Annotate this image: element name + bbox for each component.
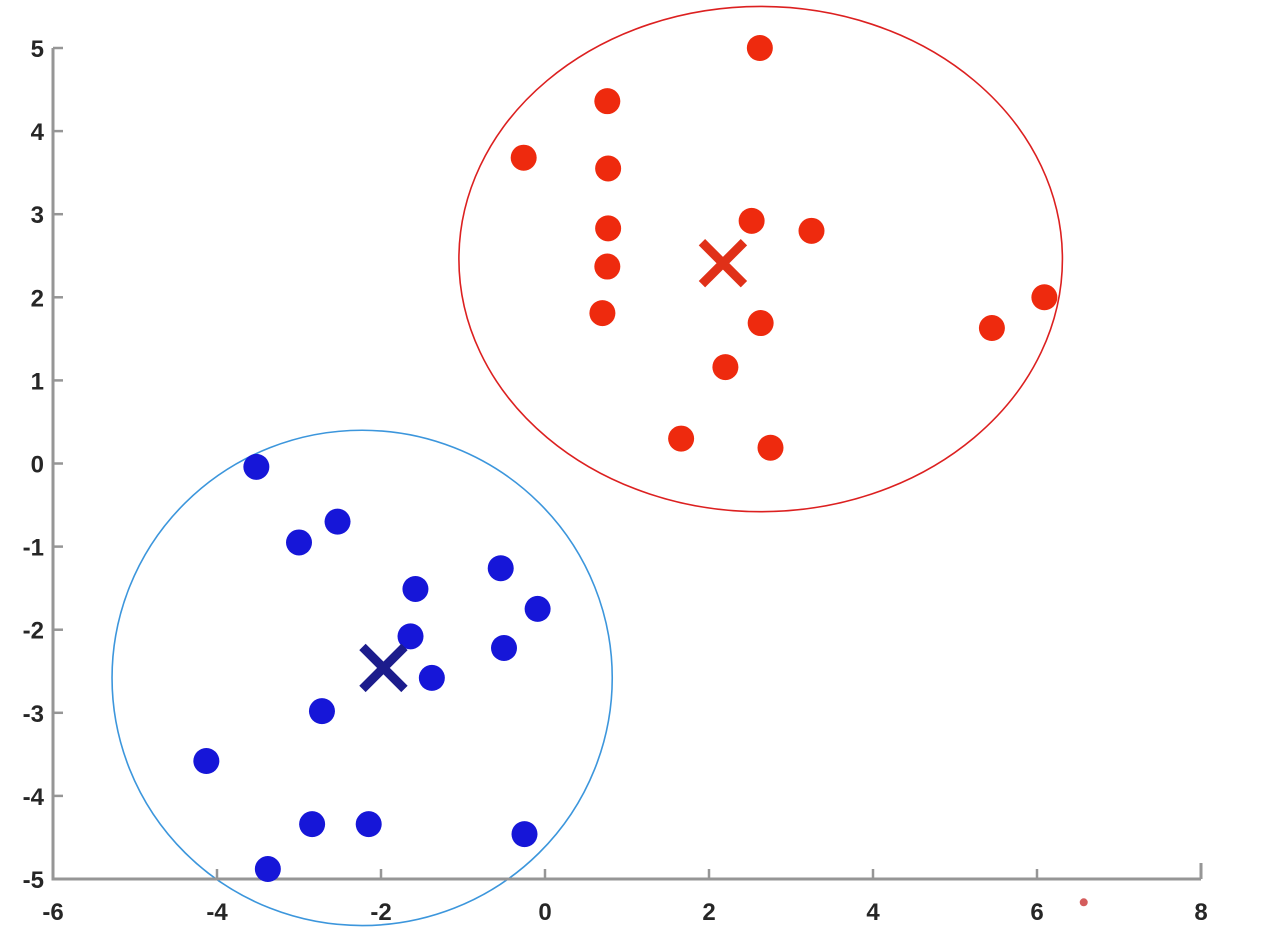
y-tick-label: 3 bbox=[31, 202, 44, 229]
data-point-cluster-blue bbox=[299, 811, 326, 838]
data-point-cluster-blue bbox=[491, 634, 517, 661]
x-tick-label: 0 bbox=[538, 899, 551, 926]
data-point-cluster-blue bbox=[324, 508, 351, 535]
red-cluster-ellipse bbox=[458, 5, 1064, 513]
data-point-cluster-blue bbox=[402, 575, 429, 602]
data-point-cluster-blue bbox=[511, 821, 538, 848]
data-point-cluster-blue bbox=[524, 595, 551, 622]
x-tick-label: 4 bbox=[866, 899, 880, 926]
blue-cluster-circle bbox=[111, 429, 614, 927]
data-point-cluster-red bbox=[738, 207, 765, 234]
data-point-cluster-blue bbox=[308, 698, 335, 725]
y-tick-label: -2 bbox=[23, 618, 44, 645]
data-point-cluster-blue bbox=[243, 453, 270, 480]
data-point-cluster-blue bbox=[487, 555, 514, 582]
x-tick-label: 2 bbox=[702, 899, 715, 926]
y-tick-label: 5 bbox=[31, 36, 44, 63]
data-point-cluster-red bbox=[798, 217, 825, 244]
data-point-cluster-blue bbox=[193, 747, 220, 774]
y-tick-label: -1 bbox=[23, 535, 44, 562]
y-tick-label: 2 bbox=[31, 285, 44, 312]
data-point-cluster-red bbox=[595, 155, 622, 182]
red-speck bbox=[1079, 898, 1088, 907]
x-tick-label: 8 bbox=[1194, 899, 1207, 926]
data-point-cluster-red bbox=[1031, 284, 1058, 311]
data-point-cluster-red bbox=[594, 253, 621, 280]
data-point-cluster-red bbox=[595, 215, 622, 242]
centroid-blue-marker bbox=[359, 643, 408, 693]
y-tick-label: -3 bbox=[23, 701, 44, 728]
x-tick-label: 6 bbox=[1030, 899, 1043, 926]
centroid-red-marker bbox=[698, 239, 748, 288]
data-point-cluster-red bbox=[589, 300, 616, 327]
data-point-cluster-red bbox=[746, 35, 773, 61]
data-point-cluster-blue bbox=[254, 856, 281, 883]
y-tick-label: 1 bbox=[31, 368, 44, 395]
y-tick-label: 0 bbox=[31, 452, 44, 479]
data-point-cluster-blue bbox=[418, 664, 445, 691]
data-point-cluster-blue bbox=[355, 811, 382, 838]
data-point-cluster-red bbox=[712, 354, 739, 381]
data-point-cluster-red bbox=[978, 315, 1005, 342]
data-point-cluster-red bbox=[747, 310, 774, 337]
x-tick-label: -4 bbox=[206, 899, 228, 926]
x-tick-label: -2 bbox=[370, 899, 391, 926]
y-tick-label: 4 bbox=[31, 119, 45, 146]
y-tick-label: -5 bbox=[23, 867, 44, 894]
data-point-cluster-red bbox=[594, 88, 621, 115]
data-point-cluster-red bbox=[668, 425, 695, 452]
data-point-cluster-blue bbox=[397, 623, 424, 650]
x-tick-label: -6 bbox=[42, 899, 63, 926]
data-point-cluster-red bbox=[757, 434, 784, 461]
y-tick-label: -4 bbox=[23, 784, 45, 811]
data-point-cluster-blue bbox=[286, 529, 312, 556]
data-point-cluster-red bbox=[510, 144, 537, 171]
